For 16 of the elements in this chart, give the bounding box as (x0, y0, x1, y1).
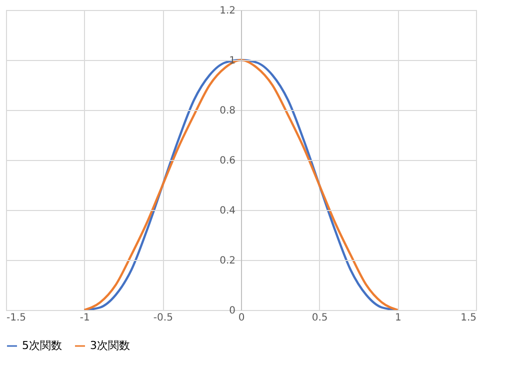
x-tick-label: -1 (80, 312, 90, 324)
x-tick-label: -1.5 (6, 312, 26, 324)
x-tick-label: 0 (238, 312, 245, 324)
y-tick-label: 0.8 (220, 106, 236, 116)
legend-label: 5次関数 (22, 339, 62, 352)
legend-label: 3次関数 (90, 339, 130, 352)
x-tick-label: -0.5 (153, 312, 173, 324)
x-tick-label: 1 (394, 312, 402, 324)
x-tick-label: 0.5 (312, 312, 328, 324)
y-tick-label: 0.6 (220, 156, 236, 166)
y-tick-label: 0 (229, 306, 236, 316)
y-tick-label: 1.2 (220, 6, 236, 16)
y-tick-label: 0.4 (220, 206, 236, 216)
y-tick-label: 0.2 (220, 256, 236, 266)
x-tick-label: 1.5 (460, 312, 476, 324)
y-tick-label: 1 (229, 56, 236, 66)
